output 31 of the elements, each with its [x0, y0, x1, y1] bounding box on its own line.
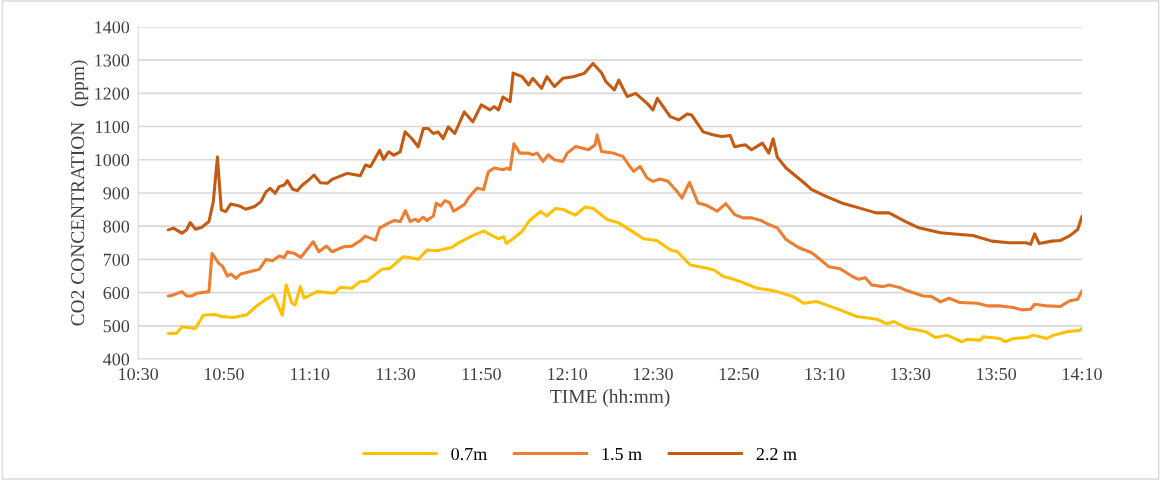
x-tick-label: 10:30: [119, 367, 159, 381]
x-tick-label: 12:50: [719, 367, 759, 381]
x-tick-label: 11:50: [462, 367, 501, 381]
y-tick-label: 1000: [95, 154, 130, 167]
y-tick-label: 800: [103, 220, 130, 233]
y-tick-label: 400: [103, 353, 130, 366]
x-tick-label: 13:30: [891, 367, 931, 381]
legend-label: 0.7m: [451, 447, 487, 461]
line-series: [166, 133, 1083, 312]
x-tick-label: 10:50: [204, 367, 244, 381]
y-tick-label: 1100: [95, 120, 130, 133]
y-tick-label: 1200: [95, 87, 130, 100]
y-tick-label: 1400: [95, 21, 130, 34]
legend-label: 1.5 m: [602, 447, 642, 461]
y-tick-label: 500: [103, 320, 130, 333]
x-tick-label: 14:10: [1063, 367, 1102, 381]
x-tick-label: 12:30: [633, 367, 673, 381]
y-tick-label: 700: [103, 253, 130, 266]
x-tick-label: 12:10: [548, 367, 588, 381]
y-tick-label: 1300: [95, 54, 130, 67]
x-tick-label: 11:30: [376, 367, 416, 381]
x-axis-title: TIME (hh:mm): [550, 389, 670, 407]
x-tick-label: 13:10: [805, 367, 845, 381]
line-series: [166, 61, 1083, 246]
x-tick-label: 13:50: [977, 367, 1017, 381]
y-tick-label: 600: [103, 286, 130, 300]
legend-label: 2.2 m: [756, 447, 797, 461]
x-tick-label: 11:10: [291, 367, 330, 381]
y-axis-title: CO2 CONCENTRATION (ppm): [70, 60, 89, 326]
y-tick-label: 900: [103, 187, 130, 200]
line-series: [166, 205, 1083, 344]
